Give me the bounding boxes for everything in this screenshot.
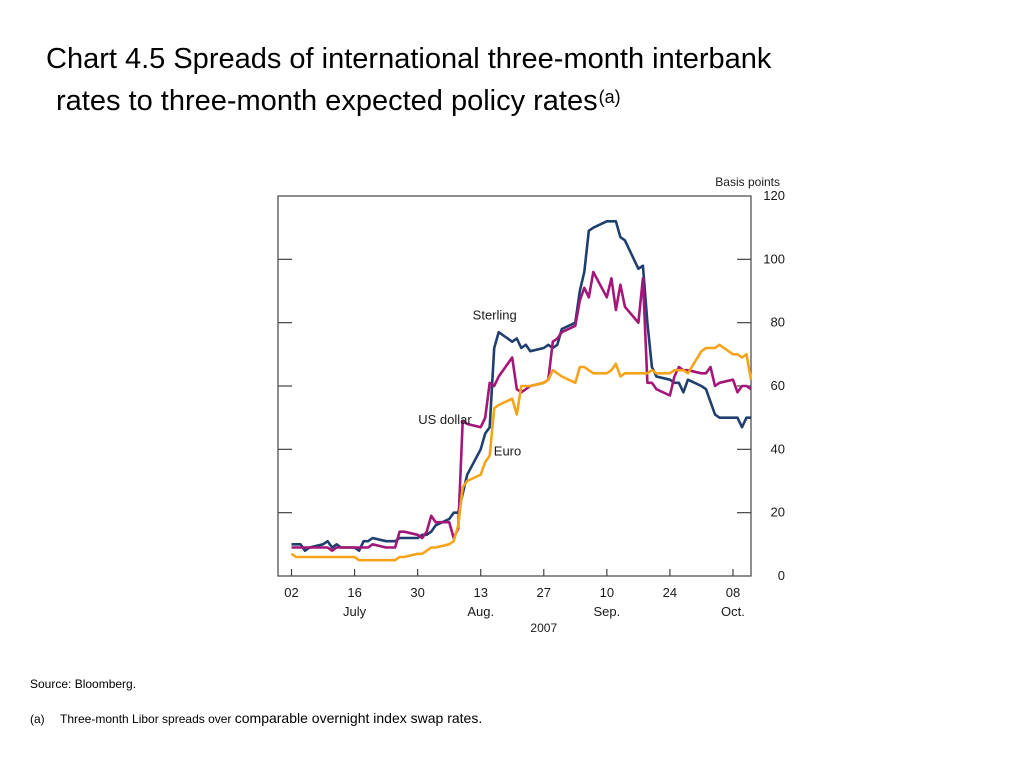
x-axis-tick-labels: 02 16 30 13 27 10 24 08 [284, 585, 740, 600]
month-label: Oct. [721, 604, 745, 619]
month-label: Aug. [467, 604, 494, 619]
y-axis-tick-labels: 0 20 40 60 80 100 120 [763, 188, 785, 583]
x-tick-label: 10 [600, 585, 614, 600]
source-note: Source: Bloomberg. [30, 677, 137, 691]
series-line-euro [290, 343, 753, 562]
title-line-2: rates to three-month expected policy rat… [46, 80, 996, 122]
title-line-2-text: rates to three-month expected policy rat… [56, 85, 598, 117]
y-tick-label: 100 [763, 251, 785, 266]
y-axis-ticks [278, 258, 751, 514]
series-line-sterling [291, 220, 751, 553]
series-label-sterling: Sterling [473, 308, 517, 323]
series-labels: Sterling US dollar Euro [418, 308, 521, 459]
x-tick-label: 08 [726, 585, 740, 600]
y-tick-label: 0 [778, 568, 785, 583]
series-line-us-dollar [291, 270, 752, 553]
x-tick-label: 13 [473, 585, 487, 600]
x-tick-label: 02 [284, 585, 298, 600]
y-tick-label: 20 [771, 505, 785, 520]
x-tick-label: 30 [410, 585, 424, 600]
footnote-text-small: Three-month Libor spreads over [60, 712, 235, 726]
y-tick-label: 60 [771, 378, 785, 393]
title-superscript: (a) [598, 87, 621, 107]
x-axis-year-label: 2007 [530, 621, 557, 635]
y-tick-label: 120 [763, 188, 785, 203]
y-tick-label: 80 [771, 315, 785, 330]
x-axis-ticks [290, 569, 734, 576]
series-label-us-dollar: US dollar [418, 412, 472, 427]
month-label: July [343, 604, 367, 619]
y-axis-title: Basis points [715, 175, 780, 189]
x-tick-label: 16 [347, 585, 361, 600]
x-tick-label: 27 [537, 585, 551, 600]
footnote-text-large: comparable overnight index swap rates. [234, 710, 483, 726]
y-tick-label: 40 [771, 441, 785, 456]
x-tick-label: 24 [663, 585, 677, 600]
month-label: Sep. [593, 604, 620, 619]
footnote: (a) Three-month Libor spreads over compar… [30, 710, 482, 726]
footnote-marker: (a) [30, 712, 45, 726]
title-line-1: Chart 4.5 Spreads of international three… [46, 43, 772, 75]
x-axis-month-labels: July Aug. Sep. Oct. [343, 604, 745, 619]
series-lines [290, 220, 753, 562]
page-title: Chart 4.5 Spreads of international three… [46, 38, 996, 122]
series-label-euro: Euro [494, 444, 521, 459]
